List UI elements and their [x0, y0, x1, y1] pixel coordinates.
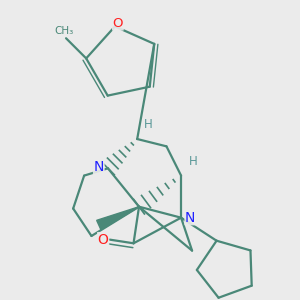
Text: O: O — [98, 232, 109, 247]
Polygon shape — [97, 207, 139, 230]
Text: H: H — [188, 155, 197, 168]
Text: O: O — [112, 17, 123, 30]
Text: N: N — [94, 160, 104, 174]
Text: N: N — [185, 211, 195, 225]
Text: CH₃: CH₃ — [55, 26, 74, 36]
Text: H: H — [144, 118, 152, 131]
